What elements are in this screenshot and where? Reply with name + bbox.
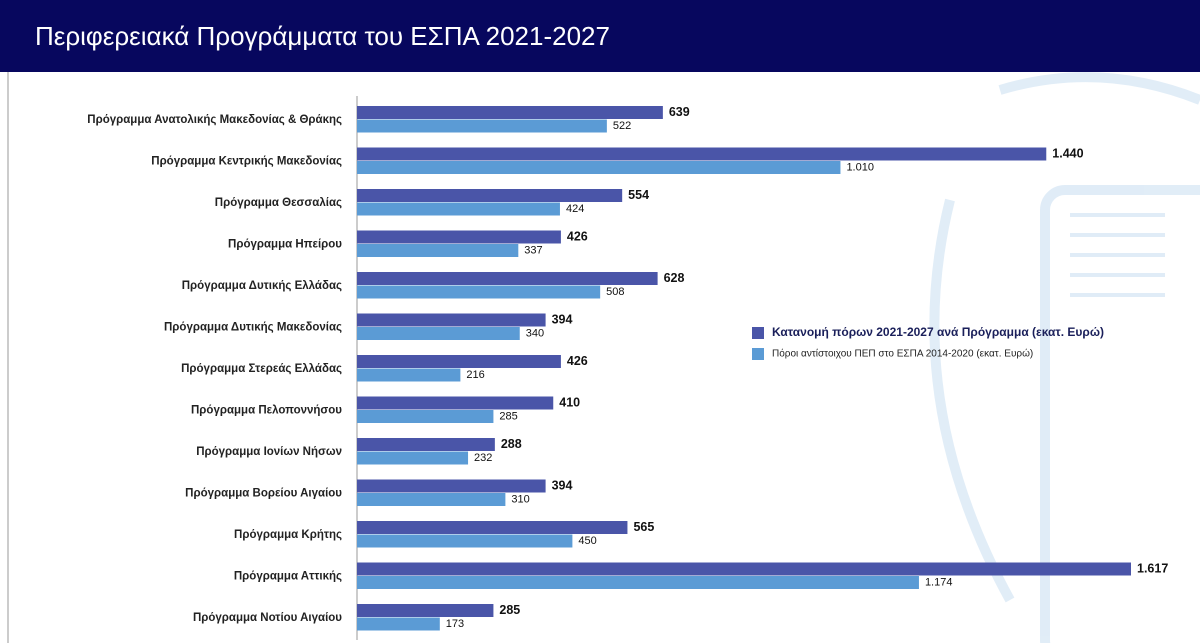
value-label: 1.010 <box>846 162 874 174</box>
bar <box>357 562 1131 576</box>
value-label: 285 <box>499 603 520 617</box>
value-label: 508 <box>606 286 624 298</box>
value-label: 426 <box>567 230 588 244</box>
value-label: 628 <box>664 271 685 285</box>
bar <box>357 493 506 506</box>
bar <box>357 285 601 299</box>
bar <box>357 147 1047 161</box>
bar <box>357 189 623 202</box>
value-label: 426 <box>567 354 588 368</box>
category-label: Πρόγραμμα Βορείου Αιγαίου <box>185 488 342 500</box>
bar <box>357 396 554 410</box>
bar <box>357 617 440 631</box>
value-label: 522 <box>613 120 631 132</box>
bar <box>357 355 561 368</box>
bar <box>357 576 919 589</box>
bar <box>357 106 663 119</box>
category-label: Πρόγραμμα Στερεάς Ελλάδας <box>181 363 342 375</box>
title-bar <box>0 0 1200 72</box>
category-label: Πρόγραμμα Αττικής <box>234 571 342 583</box>
value-label: 394 <box>552 313 573 327</box>
bar <box>357 313 546 327</box>
category-label: Πρόγραμμα Δυτικής Ελλάδας <box>182 280 342 292</box>
category-label: Πρόγραμμα Νοτίου Αιγαίου <box>193 612 342 624</box>
category-label: Πρόγραμμα Πελοποννήσου <box>191 405 342 417</box>
category-label: Πρόγραμμα Δυτικής Μακεδονίας <box>164 322 342 334</box>
bar <box>357 119 607 133</box>
bar <box>357 272 658 285</box>
bar <box>357 521 628 534</box>
value-label: 410 <box>559 396 580 410</box>
value-label: 1.440 <box>1052 147 1083 161</box>
category-label: Πρόγραμμα Ανατολικής Μακεδονίας & Θράκης <box>87 114 342 126</box>
value-label: 340 <box>526 328 544 340</box>
legend-label: Κατανομή πόρων 2021-2027 ανά Πρόγραμμα (… <box>772 325 1104 339</box>
bar <box>357 604 494 617</box>
value-label: 216 <box>466 369 484 381</box>
emblem-lines <box>1070 213 1165 297</box>
value-label: 232 <box>474 452 492 464</box>
bar <box>357 410 494 423</box>
bar <box>357 327 520 340</box>
category-label: Πρόγραμμα Κρήτης <box>234 529 342 541</box>
category-label: Πρόγραμμα Κεντρικής Μακεδονίας <box>151 156 342 168</box>
value-label: 394 <box>552 479 573 493</box>
bar <box>357 230 561 244</box>
value-label: 285 <box>499 411 517 423</box>
bar <box>357 161 841 174</box>
category-label: Πρόγραμμα Ιονίων Νήσων <box>196 446 342 458</box>
value-label: 288 <box>501 437 522 451</box>
bar <box>357 202 560 216</box>
value-label: 639 <box>669 105 690 119</box>
value-label: 1.617 <box>1137 562 1168 576</box>
bar <box>357 479 546 493</box>
legend-swatch <box>752 327 764 339</box>
value-label: 450 <box>578 535 596 547</box>
value-label: 310 <box>511 494 529 506</box>
category-label: Πρόγραμμα Θεσσαλίας <box>215 197 342 209</box>
category-label: Πρόγραμμα Ηπείρου <box>228 239 342 251</box>
legend-swatch <box>752 348 764 360</box>
bar <box>357 534 573 548</box>
bar <box>357 368 461 382</box>
value-label: 424 <box>566 203 584 215</box>
bar <box>357 451 469 465</box>
value-label: 565 <box>633 520 654 534</box>
bar <box>357 438 495 451</box>
value-label: 337 <box>524 245 542 257</box>
value-label: 173 <box>446 618 464 630</box>
chart-title: Περιφερειακά Προγράμματα του ΕΣΠΑ 2021-2… <box>35 21 610 51</box>
value-label: 1.174 <box>925 577 953 589</box>
value-label: 554 <box>628 188 649 202</box>
bar <box>357 244 519 257</box>
legend-label: Πόροι αντίστοιχου ΠΕΠ στο ΕΣΠΑ 2014-2020… <box>772 348 1033 360</box>
emblem <box>929 72 1200 643</box>
